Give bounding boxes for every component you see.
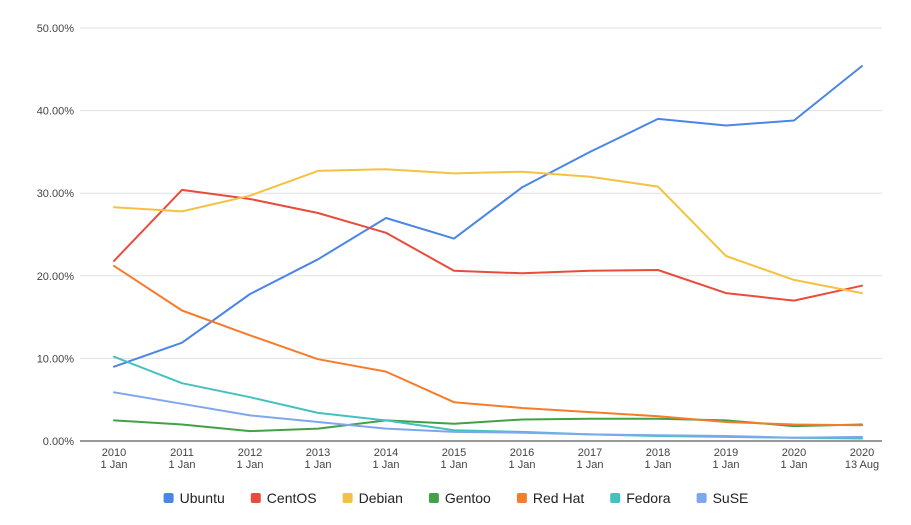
x-tick-year-label: 2018	[646, 447, 670, 459]
x-tick-year-label: 2015	[442, 447, 466, 459]
x-tick-year-label: 2019	[714, 447, 738, 459]
y-axis-ticks: 0.00% 10.00% 20.00% 30.00% 40.00% 50.00%	[37, 23, 75, 448]
x-tick-year-label: 2014	[374, 447, 398, 459]
x-tick-date-label: 1 Jan	[373, 459, 400, 471]
y-tick-label: 20.00%	[37, 271, 75, 283]
y-tick-label: 10.00%	[37, 353, 75, 365]
legend: Ubuntu CentOS Debian Gentoo Red Hat Fedora SuS…	[163, 490, 749, 506]
legend-swatch	[250, 493, 261, 503]
legend-swatch	[516, 493, 527, 503]
legend-swatch	[610, 493, 621, 503]
x-tick-date-label: 1 Jan	[577, 459, 604, 471]
y-tick-label: 50.00%	[37, 23, 75, 35]
x-tick-date-label: 1 Jan	[237, 459, 264, 471]
legend-label: Gentoo	[445, 490, 491, 506]
x-tick-date-label: 1 Jan	[509, 459, 536, 471]
x-tick-year-label: 2011	[170, 447, 194, 459]
y-tick-label: 30.00%	[37, 188, 75, 200]
x-tick-year-label: 2020	[850, 447, 874, 459]
legend-label: SuSE	[713, 490, 749, 506]
x-tick-date-label: 1 Jan	[645, 459, 672, 471]
x-tick-date-label: 1 Jan	[305, 459, 332, 471]
x-tick-year-label: 2020	[782, 447, 806, 459]
x-tick-date-label: 13 Aug	[845, 459, 879, 471]
series-line-gentoo	[113, 417, 863, 433]
x-tick-year-label: 2010	[102, 447, 126, 459]
legend-label: Ubuntu	[180, 490, 225, 506]
legend-swatch	[342, 493, 353, 503]
x-tick-year-label: 2017	[578, 447, 602, 459]
series-line-fedora	[113, 355, 863, 440]
gridlines	[80, 27, 882, 442]
x-tick-year-label: 2016	[510, 447, 534, 459]
legend-swatch	[696, 493, 707, 503]
legend-label: Debian	[359, 490, 403, 506]
x-tick-date-label: 1 Jan	[441, 459, 468, 471]
x-tick-year-label: 2013	[306, 447, 330, 459]
legend-swatch	[428, 493, 439, 503]
series-line-centos	[113, 188, 863, 302]
legend-item-debian[interactable]: Debian	[342, 490, 403, 506]
y-tick-label: 0.00%	[43, 436, 74, 448]
series-lines	[113, 65, 863, 440]
legend-swatch	[163, 493, 174, 503]
x-tick-date-label: 1 Jan	[781, 459, 808, 471]
legend-label: CentOS	[267, 490, 317, 506]
legend-item-ubuntu[interactable]: Ubuntu	[163, 490, 225, 506]
x-tick-date-label: 1 Jan	[713, 459, 740, 471]
legend-item-red-hat[interactable]: Red Hat	[516, 490, 584, 506]
x-tick-date-label: 1 Jan	[169, 459, 196, 471]
series-line-suse	[113, 391, 863, 439]
legend-item-gentoo[interactable]: Gentoo	[428, 490, 491, 506]
legend-item-suse[interactable]: SuSE	[696, 490, 749, 506]
legend-item-fedora[interactable]: Fedora	[610, 490, 671, 506]
legend-item-centos[interactable]: CentOS	[250, 490, 317, 506]
series-line-debian	[113, 168, 863, 295]
series-line-ubuntu	[113, 65, 863, 368]
x-tick-year-label: 2012	[238, 447, 262, 459]
legend-label: Red Hat	[533, 490, 584, 506]
x-tick-date-label: 1 Jan	[101, 459, 128, 471]
legend-label: Fedora	[626, 490, 671, 506]
series-line-red-hat	[113, 264, 863, 427]
y-tick-label: 40.00%	[37, 106, 75, 118]
